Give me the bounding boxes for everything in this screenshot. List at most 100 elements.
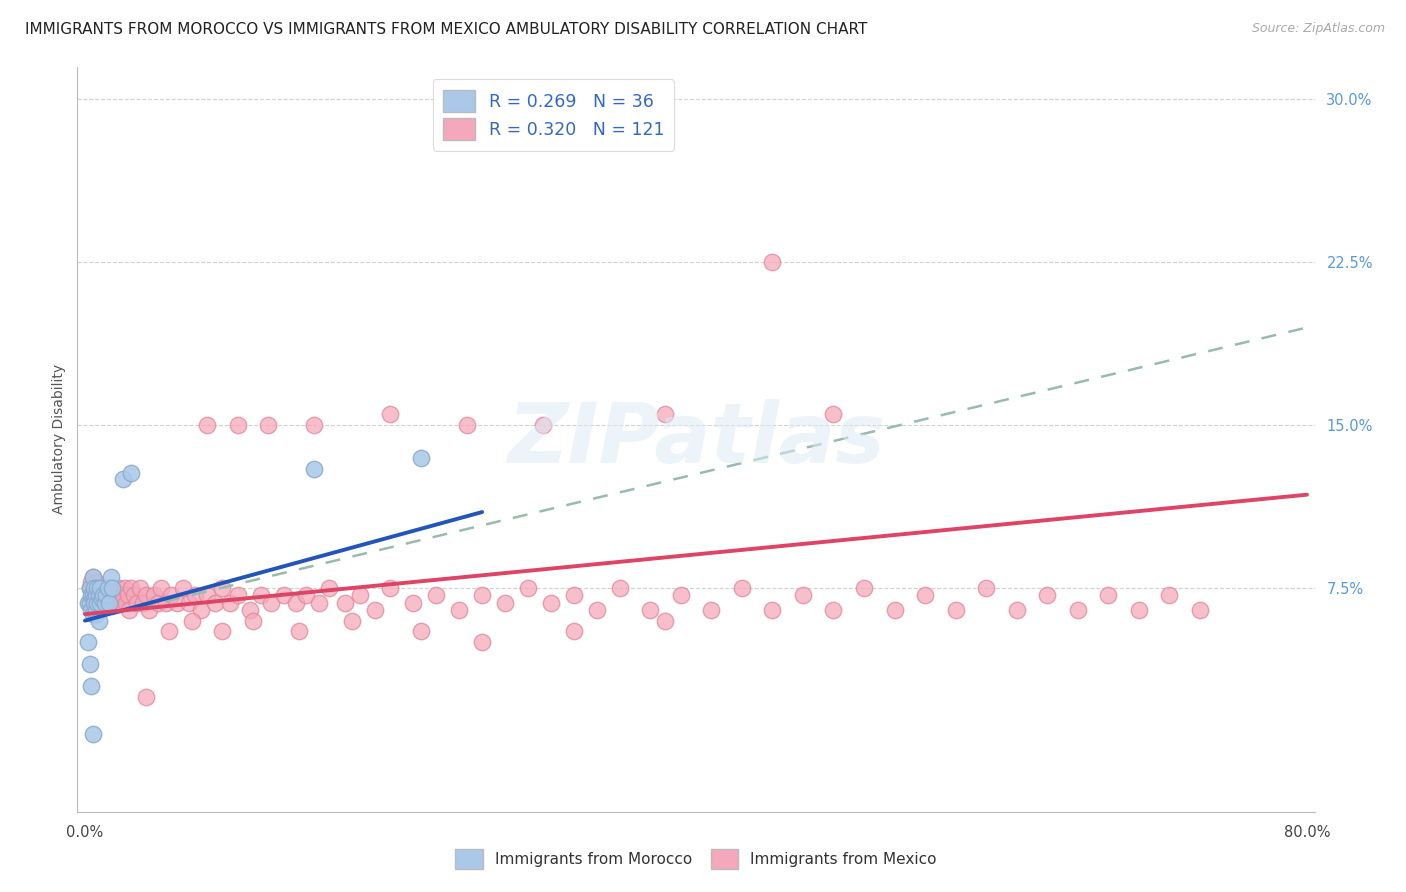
Point [80,588,103,602]
Point [135,690,157,704]
Point [449,603,471,617]
Point [97,581,120,595]
Point [823,408,845,422]
Point [609,581,631,595]
Point [402,596,425,610]
Point [531,418,554,433]
Point [87,614,110,628]
Point [211,581,233,595]
Point [853,581,876,595]
Point [585,603,607,617]
Point [89,596,111,610]
Point [77,596,100,610]
Point [308,596,330,610]
Point [89,588,111,602]
Point [86,581,108,595]
Point [87,588,110,602]
Point [1128,603,1150,617]
Point [105,596,128,610]
Point [82,570,104,584]
Point [273,588,295,602]
Point [516,581,538,595]
Point [83,581,105,595]
Point [83,581,105,595]
Point [103,596,125,610]
Point [125,596,148,610]
Point [180,614,202,628]
Text: Source: ZipAtlas.com: Source: ZipAtlas.com [1251,22,1385,36]
Point [883,603,905,617]
Point [494,596,516,610]
Point [562,624,585,639]
Point [84,588,107,602]
Point [114,581,136,595]
Point [654,614,676,628]
Point [82,726,104,740]
Point [284,596,307,610]
Point [409,450,432,465]
Point [1097,588,1119,602]
Point [425,588,447,602]
Point [177,596,200,610]
Point [82,570,104,584]
Point [84,603,107,617]
Point [239,603,262,617]
Point [471,635,494,649]
Point [80,679,103,693]
Point [1159,588,1181,602]
Y-axis label: Ambulatory Disability: Ambulatory Disability [52,364,66,515]
Point [91,588,114,602]
Point [89,581,111,595]
Point [471,588,494,602]
Point [562,588,585,602]
Point [172,581,194,595]
Point [112,473,135,487]
Point [295,588,318,602]
Point [1005,603,1028,617]
Point [107,581,129,595]
Point [945,603,967,617]
Point [318,581,340,595]
Point [157,624,180,639]
Point [226,588,249,602]
Point [190,603,212,617]
Point [118,603,141,617]
Point [974,581,997,595]
Point [115,596,138,610]
Point [761,603,783,617]
Point [83,596,105,610]
Point [108,588,131,602]
Point [84,574,107,589]
Point [98,588,121,602]
Point [96,596,118,610]
Point [823,603,845,617]
Point [101,581,124,595]
Point [349,588,371,602]
Point [77,635,100,649]
Point [86,581,108,595]
Point [135,588,157,602]
Point [94,596,117,610]
Point [87,588,110,602]
Point [120,581,142,595]
Point [155,596,177,610]
Point [87,596,110,610]
Point [242,614,264,628]
Point [654,408,676,422]
Point [288,624,311,639]
Point [84,607,107,621]
Point [90,591,112,606]
Point [100,570,122,584]
Point [129,581,152,595]
Point [260,596,283,610]
Point [669,588,692,602]
Point [79,657,101,671]
Point [94,588,117,602]
Point [100,596,122,610]
Point [638,603,661,617]
Point [159,588,181,602]
Point [104,588,127,602]
Point [150,581,173,595]
Point [761,255,783,269]
Point [97,581,120,595]
